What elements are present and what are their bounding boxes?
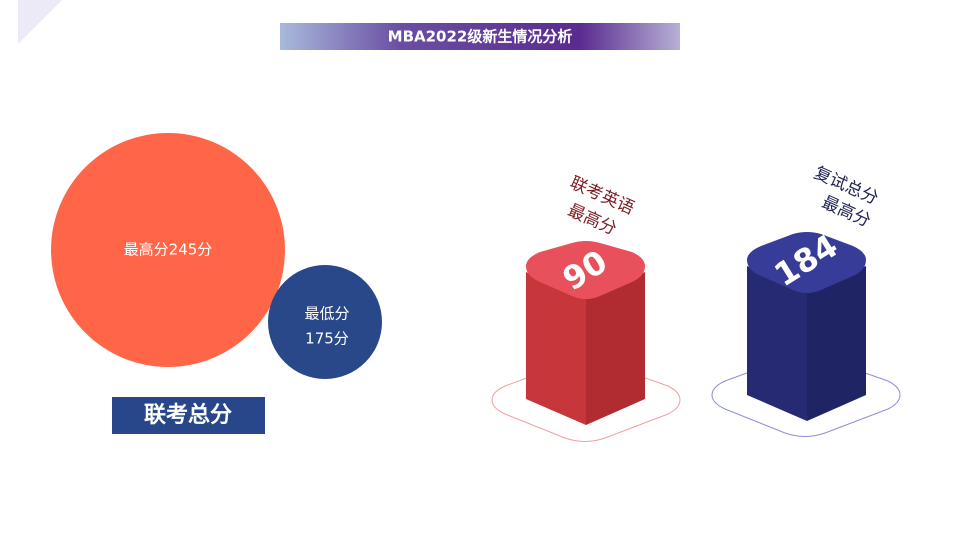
max-circle [51,133,285,367]
min-circle [268,265,382,379]
corner-decoration [18,0,62,44]
pillar-side [526,272,586,425]
max-text: 最高分245分 [124,241,213,259]
title-bar [280,23,680,50]
min-text: 最低分 [304,305,349,323]
label-box [112,397,265,434]
pillar-side [747,266,807,421]
pillar-top [526,241,645,299]
label: 联考总分 [144,402,232,428]
pillar-top [747,232,866,293]
pillar-side [807,266,866,421]
pillar-side [586,272,645,425]
min-text: 175分 [305,330,349,348]
title: MBA2022级新生情况分析 [388,28,573,46]
